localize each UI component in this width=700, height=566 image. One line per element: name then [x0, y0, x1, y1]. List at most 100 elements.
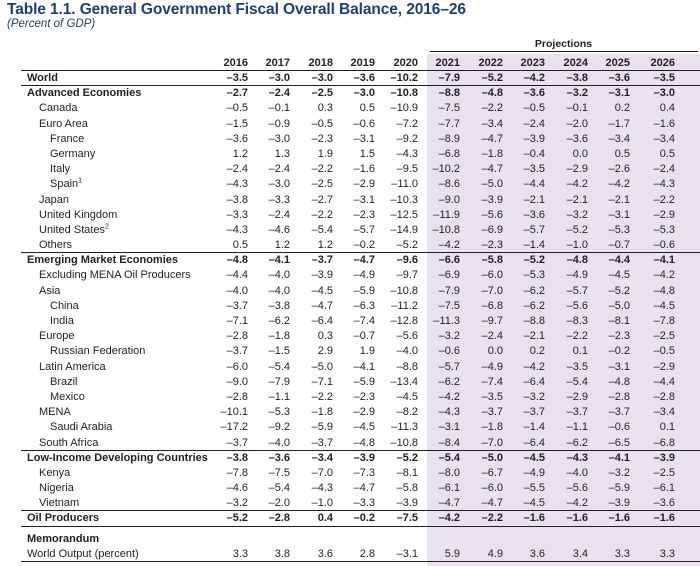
table-cell: 3.3 [614, 547, 630, 560]
table-cell: –2.4 [268, 163, 290, 176]
table-cell: –1.8 [481, 421, 503, 434]
table-cell: –5.0 [481, 178, 503, 191]
table-cell: –2.1 [523, 330, 545, 343]
table-cell: –3.7 [566, 406, 588, 419]
table-cell: –4.2 [438, 390, 460, 403]
row-label: Emerging Market Economies [27, 254, 178, 267]
table-cell: 0.5 [232, 239, 248, 252]
table-cell: –4.8 [353, 436, 375, 449]
row-label: Asia [39, 284, 61, 297]
table-cell: –6.0 [481, 482, 503, 495]
table-cell: –2.5 [653, 466, 675, 479]
table-cell: –3.1 [353, 193, 375, 206]
projections-underline [430, 51, 698, 52]
table-row: United States2 –4.3 –4.6 –5.4 –5.7 –14.9 –10.8… [0, 223, 700, 238]
table-cell: –10.8 [432, 223, 460, 236]
table-cell: –0.7 [353, 330, 375, 343]
table-cell: –8.8 [438, 87, 460, 100]
table-cell: 3.8 [274, 547, 290, 560]
table-cell: –7.9 [268, 375, 290, 388]
table-cell: –2.4 [268, 87, 290, 100]
table-cell: –4.0 [268, 436, 290, 449]
table-cell: –4.7 [481, 497, 503, 510]
table-cell: –1.1 [268, 390, 290, 403]
table-cell: –5.7 [353, 223, 375, 236]
table-cell: –6.4 [311, 315, 333, 327]
table-cell: –13.4 [390, 375, 418, 388]
table-cell: –5.3 [653, 223, 675, 236]
table-cell: –5.9 [311, 421, 333, 434]
table-cell: 1.3 [274, 147, 290, 160]
table-cell: –0.1 [268, 102, 290, 115]
table-row: Euro Area –1.5 –0.9 –0.5 –0.6 –7.2 –7.7 –3.4 –2.… [0, 117, 700, 132]
row-label: Europe [39, 330, 75, 343]
table-cell: –4.0 [566, 466, 588, 479]
table-cell: –4.6 [226, 482, 248, 495]
table-row: Memorandum [0, 532, 700, 547]
table-cell: 0.3 [317, 102, 333, 115]
table-cell: –10.8 [390, 284, 418, 297]
table-cell: –3.0 [311, 72, 333, 84]
row-label: Memorandum [27, 532, 100, 545]
table-cell: –2.9 [353, 178, 375, 191]
table-row: Vietnam –3.2 –2.0 –1.0 –3.3 –3.9 –4.7 –4.7 –4.5 –… [0, 496, 700, 512]
table-cell: –0.9 [268, 117, 290, 130]
table-cell: –1.8 [311, 406, 333, 419]
year-header-2019: 2019 [350, 57, 375, 69]
table-row: Canada –0.5 –0.1 0.3 0.5 –10.9 –7.5 –2.2 –0.5 –0.… [0, 101, 700, 116]
table-cell: –3.0 [353, 87, 375, 100]
table-cell: –4.5 [523, 497, 545, 510]
table-cell: –5.6 [566, 482, 588, 495]
table-cell: –3.3 [353, 497, 375, 510]
table-cell: –5.2 [566, 223, 588, 236]
table-cell: –4.5 [311, 284, 333, 297]
table-cell: –3.7 [311, 254, 333, 267]
table-cell: –7.8 [226, 466, 248, 479]
table-cell: –4.7 [353, 482, 375, 495]
row-label: South Africa [39, 436, 99, 449]
table-cell: –3.9 [523, 132, 545, 145]
year-header-2023: 2023 [520, 57, 545, 69]
table-cell: –2.5 [311, 87, 333, 100]
table-cell: –6.2 [566, 436, 588, 449]
table-cell: –7.3 [353, 466, 375, 479]
table-cell: 1.9 [317, 147, 333, 160]
table-cell: –7.9 [438, 284, 460, 297]
table-cell: –5.3 [268, 406, 290, 419]
table-cell: –0.6 [438, 345, 460, 358]
table-cell: –2.8 [226, 390, 248, 403]
table-cell: –2.0 [268, 497, 290, 510]
table-cell: –17.2 [220, 421, 248, 434]
table-cell: –2.9 [566, 163, 588, 176]
table-cell: –3.0 [268, 132, 290, 145]
table-cell: –9.2 [268, 421, 290, 434]
table-cell: –1.5 [268, 345, 290, 358]
table-cell: –4.7 [481, 163, 503, 176]
table-cell: –3.9 [353, 451, 375, 464]
table-cell: –2.7 [311, 193, 333, 206]
table-cell: –2.8 [653, 390, 675, 403]
row-divider [21, 510, 700, 512]
table-cell: –11.2 [391, 299, 418, 312]
table-cell: –1.6 [608, 512, 630, 525]
table-cell: –0.5 [226, 102, 248, 115]
table-cell: –4.3 [653, 178, 675, 191]
table-cell: –4.5 [396, 390, 418, 403]
table-cell: –10.1 [220, 406, 248, 419]
table-cell: –4.1 [268, 254, 290, 267]
table-cell: –3.6 [353, 72, 375, 84]
table-cell: –3.3 [268, 193, 290, 206]
table-cell: –3.2 [608, 466, 630, 479]
table-cell: –0.6 [608, 421, 630, 434]
table-cell: –4.2 [438, 239, 460, 252]
table-cell: –5.6 [566, 299, 588, 312]
table-cell: –2.6 [608, 163, 630, 176]
row-divider [21, 252, 700, 254]
table-cell: –6.8 [653, 436, 675, 449]
table-cell: –4.8 [608, 375, 630, 388]
row-label: World [27, 72, 58, 84]
table-cell: –2.2 [311, 208, 333, 221]
table-cell: –5.5 [523, 482, 545, 495]
table-cell: –4.8 [226, 254, 248, 267]
table-cell: –4.2 [438, 512, 460, 525]
